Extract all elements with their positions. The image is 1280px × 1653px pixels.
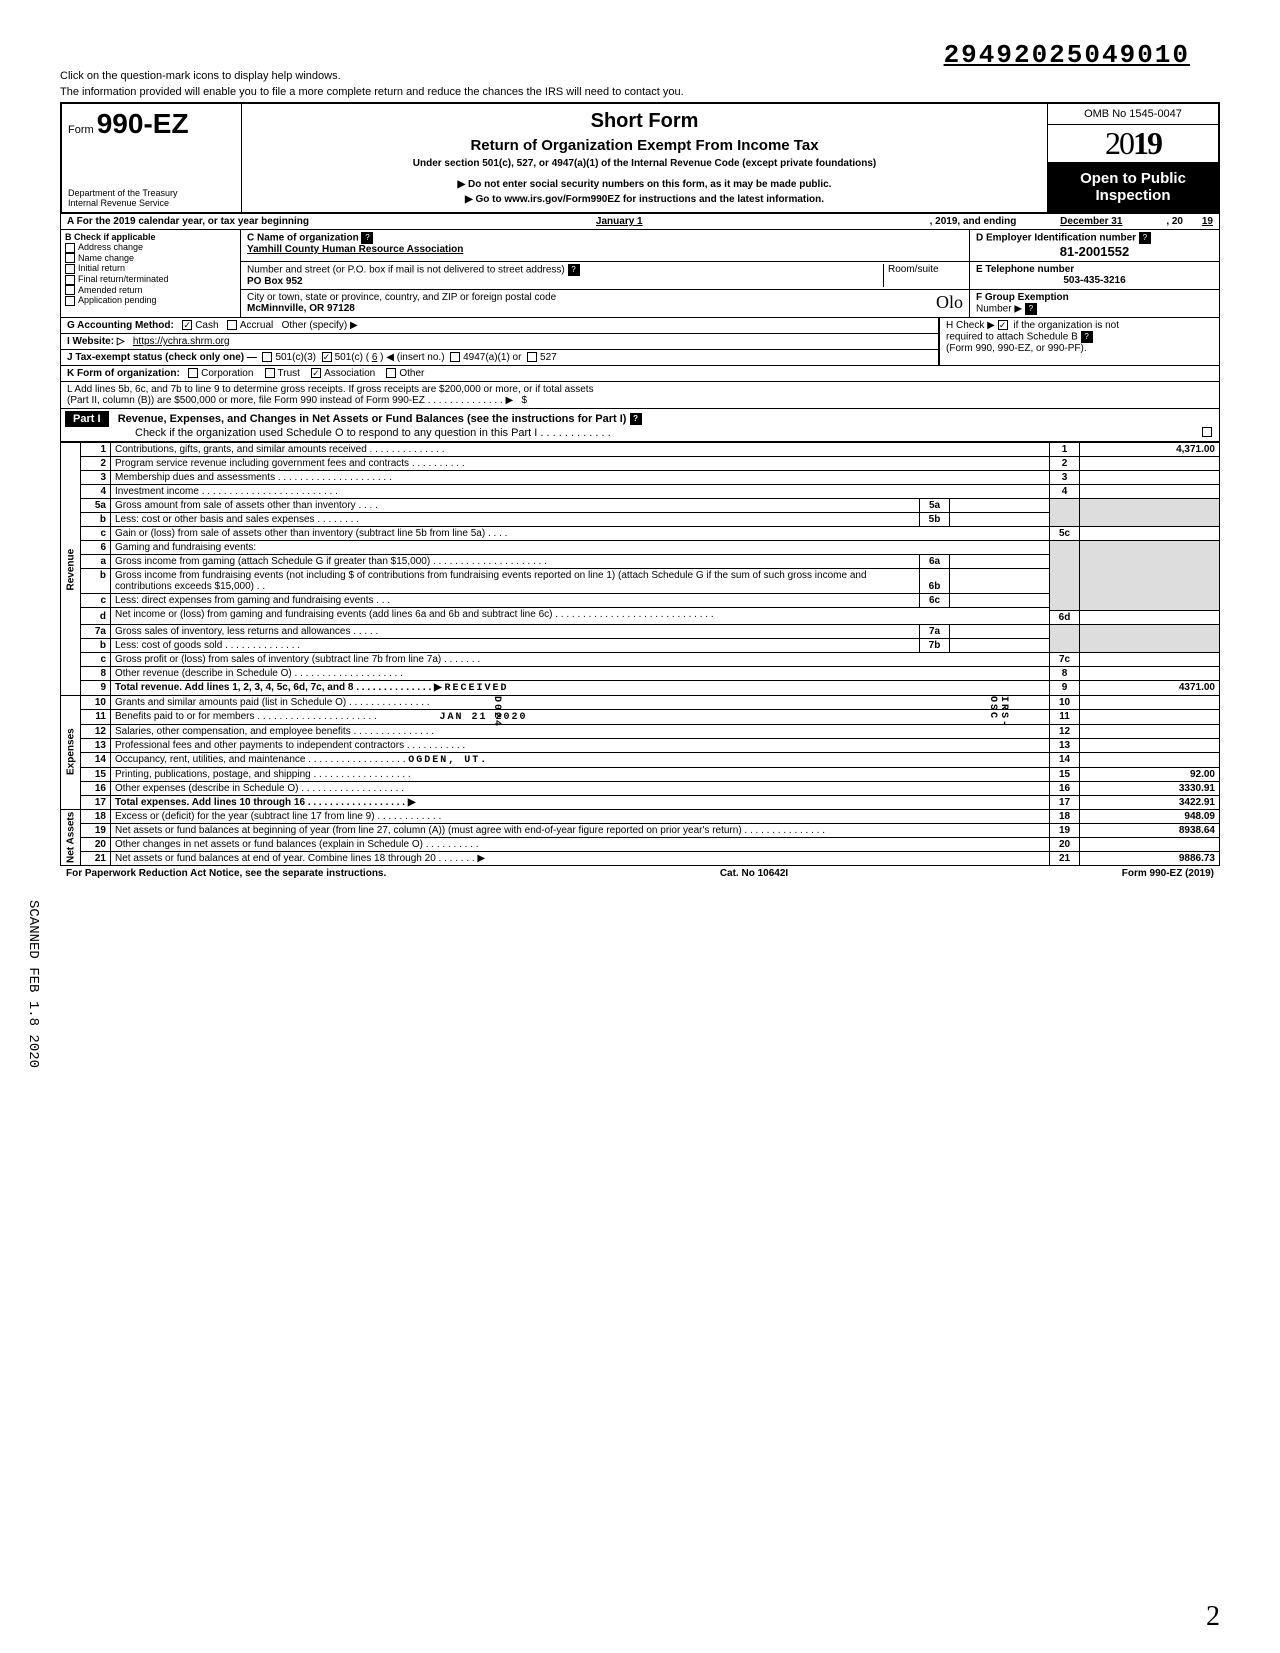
- help-icon[interactable]: ?: [1025, 303, 1037, 315]
- telephone: 503-435-3216: [976, 275, 1213, 286]
- help-icon[interactable]: ?: [630, 413, 642, 425]
- form-title: Short Form: [248, 110, 1041, 133]
- row-g: G Accounting Method: Cash Accrual Other …: [61, 318, 938, 334]
- help-icon[interactable]: ?: [1139, 232, 1151, 244]
- scanned-stamp: SCANNED FEB 1.8 2020: [25, 900, 41, 1068]
- chk-cash[interactable]: [182, 320, 192, 330]
- expenses-label: Expenses: [61, 695, 81, 809]
- address: PO Box 952: [247, 276, 303, 287]
- received-stamp: RECEIVED: [444, 683, 508, 694]
- row-a: A For the 2019 calendar year, or tax yea…: [60, 214, 1220, 230]
- omb-number: OMB No 1545-0047: [1048, 104, 1218, 125]
- chk-accrual[interactable]: [227, 320, 237, 330]
- form-subtitle: Return of Organization Exempt From Incom…: [248, 137, 1041, 154]
- chk-amended[interactable]: [65, 285, 75, 295]
- subline-1: Under section 501(c), 527, or 4947(a)(1)…: [248, 158, 1041, 169]
- tax-year: 2019: [1048, 125, 1218, 162]
- org-name: Yamhill County Human Resource Associatio…: [247, 244, 463, 255]
- chk-501c3[interactable]: [262, 352, 272, 362]
- chk-final[interactable]: [65, 275, 75, 285]
- header-mid: Short Form Return of Organization Exempt…: [242, 104, 1048, 212]
- initials: Olo: [936, 292, 963, 313]
- chk-address[interactable]: [65, 243, 75, 253]
- row-k: K Form of organization: Corporation Trus…: [61, 365, 1219, 382]
- subline-3: ▶ Go to www.irs.gov/Form990EZ for instru…: [248, 194, 1041, 205]
- chk-corp[interactable]: [188, 368, 198, 378]
- d024-stamp: D024: [491, 696, 502, 728]
- ogden-stamp: OGDEN, UT.: [408, 755, 488, 766]
- chk-other[interactable]: [386, 368, 396, 378]
- row-l: L Add lines 5b, 6c, and 7b to line 9 to …: [61, 382, 1219, 409]
- part-1-header: Part I Revenue, Expenses, and Changes in…: [60, 409, 1220, 442]
- ein: 81-2001552: [976, 244, 1213, 259]
- city: McMinnville, OR 97128: [247, 303, 355, 314]
- chk-scho[interactable]: [1202, 427, 1212, 437]
- chk-pending[interactable]: [65, 296, 75, 306]
- row-i: I Website: ▷ https://ychra.shrm.org: [61, 334, 938, 350]
- help-icon[interactable]: ?: [568, 264, 580, 276]
- dept-treasury: Department of the Treasury Internal Reve…: [68, 188, 235, 208]
- row-j: J Tax-exempt status (check only one) — 5…: [61, 350, 938, 365]
- chk-assoc[interactable]: [311, 368, 321, 378]
- help-line-1: Click on the question-mark icons to disp…: [60, 70, 1220, 86]
- chk-4947[interactable]: [450, 352, 460, 362]
- chk-trust[interactable]: [265, 368, 275, 378]
- netassets-label: Net Assets: [61, 809, 81, 865]
- chk-initial[interactable]: [65, 264, 75, 274]
- open-public: Open to Public Inspection: [1048, 162, 1218, 212]
- col-b: B Check if applicable Address change Nam…: [61, 230, 241, 317]
- chk-527[interactable]: [527, 352, 537, 362]
- irs-stamp: IRS-OSC: [987, 696, 1009, 728]
- section-bcdef: B Check if applicable Address change Nam…: [60, 230, 1220, 318]
- chk-schedb[interactable]: [998, 320, 1008, 330]
- footer: For Paperwork Reduction Act Notice, see …: [60, 866, 1220, 881]
- rows-g-to-l: G Accounting Method: Cash Accrual Other …: [60, 318, 1220, 409]
- subline-2: ▶ Do not enter social security numbers o…: [248, 179, 1041, 190]
- chk-501c[interactable]: [322, 352, 332, 362]
- revenue-label: Revenue: [61, 443, 81, 696]
- form-header: Form 990-EZ Department of the Treasury I…: [60, 103, 1220, 214]
- date-stamp: JAN 21 2020: [440, 712, 528, 723]
- row-h: H Check ▶ if the organization is not req…: [939, 318, 1219, 365]
- help-line-2: The information provided will enable you…: [60, 86, 1220, 103]
- lines-table: Revenue 1Contributions, gifts, grants, a…: [60, 442, 1220, 866]
- website: https://ychra.shrm.org: [133, 336, 230, 347]
- page-number: 2: [1206, 1601, 1220, 1633]
- form-label: Form: [68, 124, 94, 136]
- header-left: Form 990-EZ Department of the Treasury I…: [62, 104, 242, 212]
- form-number: 990-EZ: [97, 108, 189, 139]
- chk-name[interactable]: [65, 253, 75, 263]
- help-icon[interactable]: ?: [1081, 331, 1093, 343]
- header-right: OMB No 1545-0047 2019 Open to Public Ins…: [1048, 104, 1218, 212]
- help-icon[interactable]: ?: [361, 232, 373, 244]
- col-cd: C Name of organization ? Yamhill County …: [241, 230, 1219, 317]
- dln: 29492025049010: [60, 40, 1220, 70]
